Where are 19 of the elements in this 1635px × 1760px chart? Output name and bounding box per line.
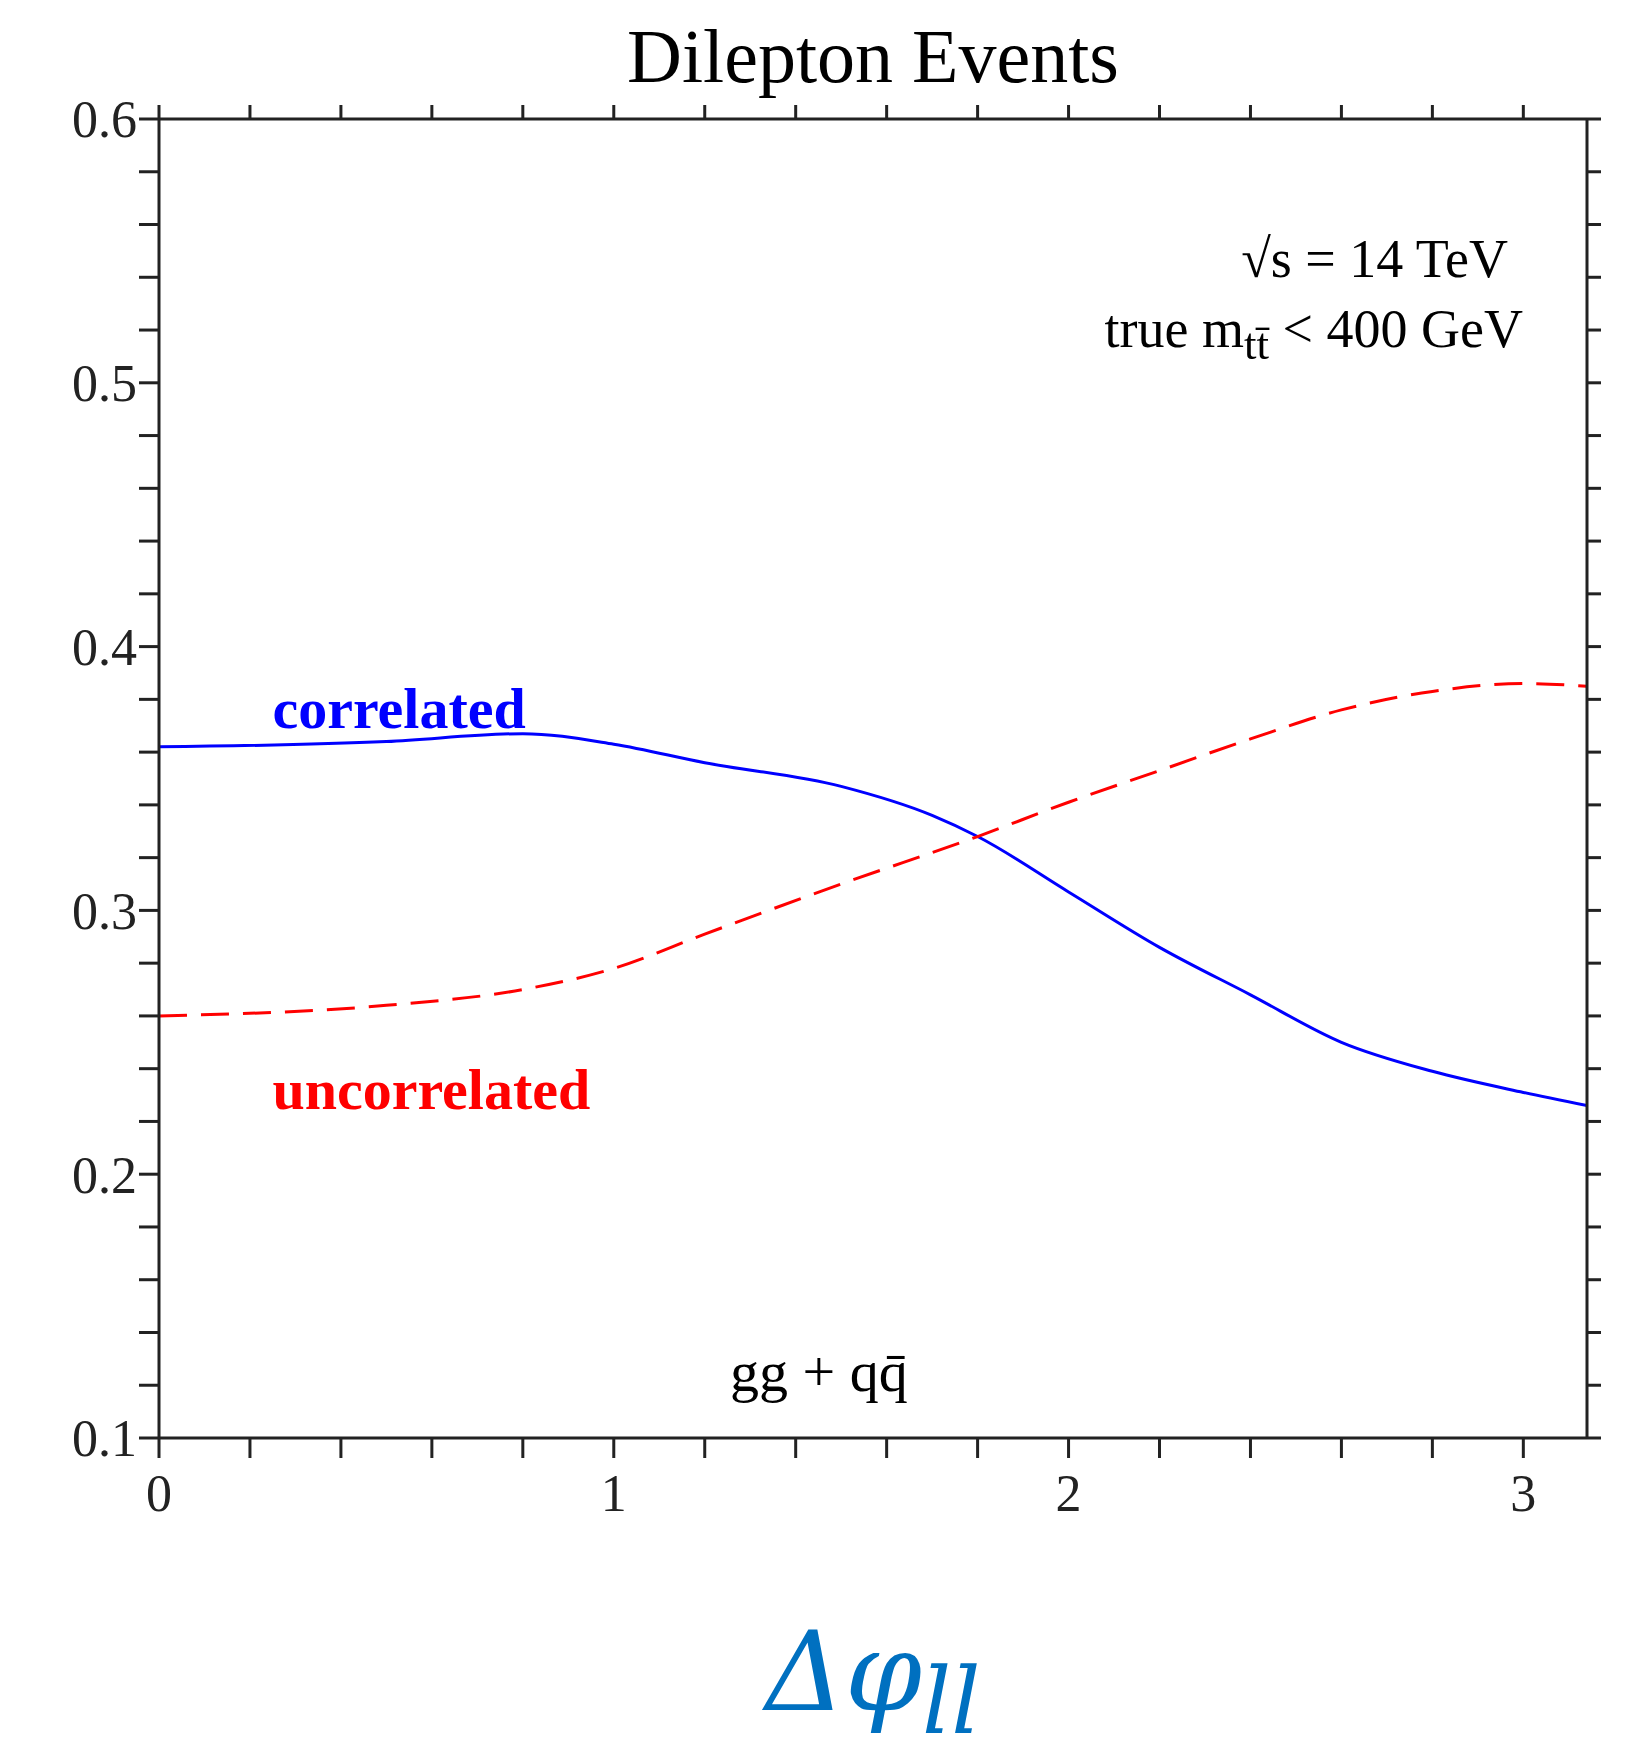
annotation: gg + qq̄ xyxy=(730,1338,908,1405)
y-tick-label: 0.4 xyxy=(72,619,137,677)
y-tick-label: 0.1 xyxy=(72,1410,137,1468)
line-series xyxy=(159,682,1587,1018)
y-tick-label: 0.3 xyxy=(72,882,137,940)
y-tick-label: 0.6 xyxy=(72,91,137,149)
series-label: uncorrelated xyxy=(272,1055,591,1123)
x-tick-label: 0 xyxy=(146,1464,172,1522)
series-label: correlated xyxy=(272,674,526,742)
y-tick-label: 0.2 xyxy=(72,1146,137,1204)
chart-title: Dilepton Events xyxy=(626,13,1120,100)
line-series xyxy=(159,732,1587,1108)
x-tick-label: 2 xyxy=(1055,1464,1082,1522)
y-tick-label: 0.5 xyxy=(72,355,137,413)
x-tick-label: 3 xyxy=(1510,1464,1537,1522)
x-axis-title: Δφ$_{ll}$ xyxy=(761,1608,982,1755)
annotation: true m$_{tt̄}$ < 400 GeV xyxy=(1104,298,1523,370)
annotation: √s = 14 TeV xyxy=(1241,228,1508,290)
x-tick-label: 1 xyxy=(600,1464,627,1522)
